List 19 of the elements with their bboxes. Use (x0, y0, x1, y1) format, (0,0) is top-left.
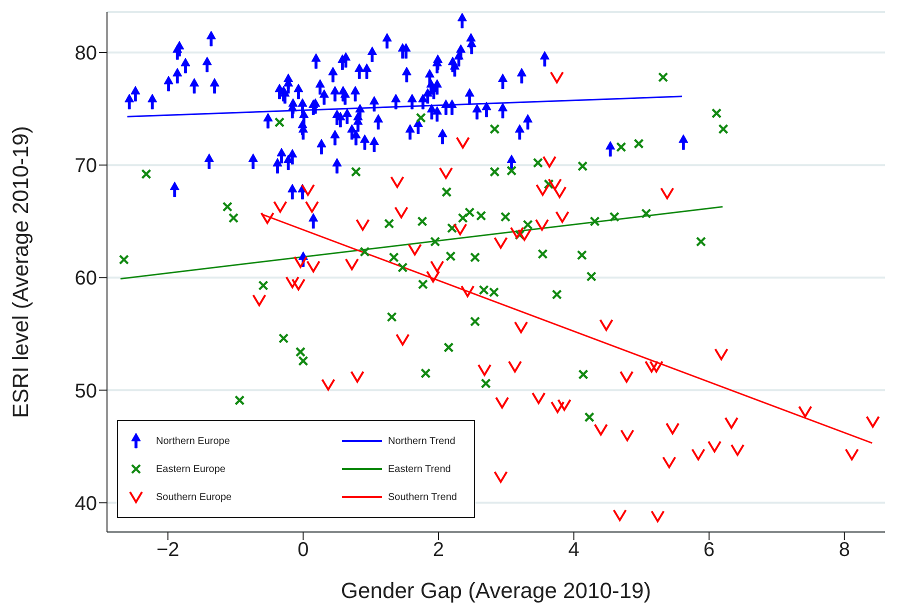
y-tick-label: 40 (74, 492, 97, 515)
y-axis-title: ESRI level (Average 2010-19) (8, 126, 33, 418)
x-axis-title: Gender Gap (Average 2010-19) (340, 578, 652, 603)
legend-label: Eastern Trend (388, 464, 451, 474)
legend-label: Eastern Europe (156, 464, 226, 474)
x-tick-label: 6 (704, 539, 715, 562)
legend-label: Southern Trend (388, 492, 457, 502)
legend-label: Northern Europe (156, 436, 230, 446)
x-tick-label: 4 (568, 539, 580, 562)
legend-label: Southern Europe (156, 492, 232, 502)
x-tick-label: −2 (156, 539, 180, 562)
x-tick-label: 2 (432, 539, 444, 562)
x-tick-label: 8 (838, 539, 850, 562)
y-tick-label: 70 (74, 155, 97, 178)
legend-label: Northern Trend (388, 436, 456, 446)
y-tick-label: 60 (74, 268, 97, 290)
x-tick-label: 0 (298, 539, 309, 562)
y-tick-label: 80 (74, 42, 97, 65)
y-tick-label: 50 (74, 380, 97, 402)
